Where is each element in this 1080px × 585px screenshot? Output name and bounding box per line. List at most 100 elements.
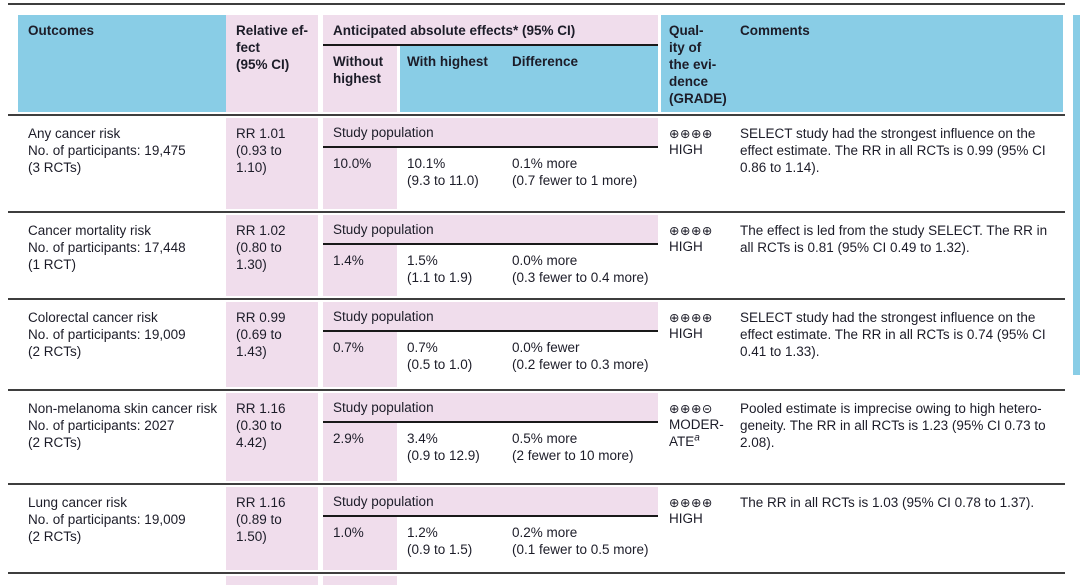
without-highest-value: 1.0% xyxy=(323,517,397,570)
header-quality-grade: Qual- ity of the evi- dence (GRADE) xyxy=(661,15,733,112)
grade-quality-cell: ⊕⊕⊕⊕ HIGH xyxy=(661,215,733,296)
without-highest-value: 0.7% xyxy=(323,332,397,387)
relative-effect-cell: RR 1.16 (0.89 to 1.50) xyxy=(226,487,318,570)
outcome-cell: Lung cancer risk No. of participants: 19… xyxy=(28,495,186,544)
relative-effect-cell: RR 1.02 (0.80 to 1.30) xyxy=(226,215,318,296)
table-header-row: Outcomes Relative ef- fect (95% CI) Anti… xyxy=(18,15,1063,112)
header-absolute-effects: Anticipated absolute effects* (95% CI) xyxy=(323,15,658,44)
study-population-label: Study population xyxy=(323,487,658,515)
grade-label: HIGH xyxy=(669,238,731,255)
with-highest-value: 3.4% (0.9 to 12.9) xyxy=(407,431,480,463)
study-population-divider xyxy=(323,146,658,148)
with-highest-value: 1.2% (0.9 to 1.5) xyxy=(407,525,473,557)
absolute-effects-values: 1.0% 1.2% (0.9 to 1.5) 0.2% more (0.1 fe… xyxy=(323,517,658,570)
absolute-effects-values: 1.4% 1.5% (1.1 to 1.9) 0.0% more (0.3 fe… xyxy=(323,245,658,296)
header-with-highest: With highest xyxy=(400,46,505,112)
row-divider xyxy=(8,483,1065,485)
absolute-effects-values: 0.7% 0.7% (0.5 to 1.0) 0.0% fewer (0.2 f… xyxy=(323,332,658,387)
table-row: Any cancer risk No. of participants: 19,… xyxy=(18,118,1063,209)
comment-cell: SELECT study had the strongest influence… xyxy=(740,310,1046,359)
header-comments: Comments xyxy=(733,15,1063,112)
difference-value: 0.1% more (0.7 fewer to 1 more) xyxy=(512,156,638,188)
grade-symbols: ⊕⊕⊕⊕ xyxy=(669,495,713,510)
outcome-cell: Non-melanoma skin cancer risk No. of par… xyxy=(28,401,218,450)
header-absolute-effects-group: Anticipated absolute effects* (95% CI) W… xyxy=(323,15,658,112)
table-body: Any cancer risk No. of participants: 19,… xyxy=(8,118,1065,574)
comment-cell: The RR in all RCTs is 1.03 (95% CI 0.78 … xyxy=(740,495,1035,510)
table-top-border xyxy=(8,3,1065,5)
grade-quality-cell: ⊕⊕⊕⊕ HIGH xyxy=(661,302,733,387)
row-divider xyxy=(8,389,1065,391)
grade-summary-of-findings-table: Outcomes Relative ef- fect (95% CI) Anti… xyxy=(8,15,1065,585)
grade-label: HIGH xyxy=(669,141,731,158)
outcome-cell: Cancer mortality risk No. of participant… xyxy=(28,223,186,272)
cropped-relative-effect-cell xyxy=(226,576,318,585)
grade-symbols: ⊕⊕⊕⊝ xyxy=(669,401,713,416)
table-row: Non-melanoma skin cancer risk No. of par… xyxy=(18,393,1063,481)
cropped-comment-cell xyxy=(733,576,1063,585)
study-population-label: Study population xyxy=(323,302,658,330)
without-highest-value: 2.9% xyxy=(323,423,397,481)
header-sub-divider xyxy=(323,44,658,46)
adjacent-column-edge xyxy=(1073,15,1080,375)
grade-quality-cell: ⊕⊕⊕⊕ HIGH xyxy=(661,487,733,570)
absolute-effects-cell: Study population 1.4% 1.5% (1.1 to 1.9) … xyxy=(323,215,658,296)
difference-value: 0.2% more (0.1 fewer to 0.5 more) xyxy=(512,525,649,557)
grade-footnote-superscript: a xyxy=(694,432,700,444)
comment-cell: The effect is led from the study SELECT.… xyxy=(740,223,1048,255)
with-highest-value: 10.1% (9.3 to 11.0) xyxy=(407,156,479,188)
table-row: Lung cancer risk No. of participants: 19… xyxy=(18,487,1063,570)
absolute-effects-cell: Study population 10.0% 10.1% (9.3 to 11.… xyxy=(323,118,658,209)
absolute-effects-cell: Study population 1.0% 1.2% (0.9 to 1.5) … xyxy=(323,487,658,570)
header-absolute-subcolumns: Without highest With highest Difference xyxy=(323,46,658,112)
grade-label: HIGH xyxy=(669,510,731,527)
absolute-effects-cell: Study population 0.7% 0.7% (0.5 to 1.0) … xyxy=(323,302,658,387)
grade-label-text: HIGH xyxy=(669,326,703,341)
relative-effect-cell: RR 0.99 (0.69 to 1.43) xyxy=(226,302,318,387)
table-row: Cancer mortality risk No. of participant… xyxy=(18,215,1063,296)
grade-label-text: MODER- ATE xyxy=(669,417,724,449)
cropped-quality-cell xyxy=(661,576,733,585)
study-population-divider xyxy=(323,243,658,245)
difference-value: 0.5% more (2 fewer to 10 more) xyxy=(512,431,634,463)
cropped-outcome-cell xyxy=(18,576,226,585)
header-difference: Difference xyxy=(505,46,658,112)
absolute-effects-values: 2.9% 3.4% (0.9 to 12.9) 0.5% more (2 few… xyxy=(323,423,658,481)
cropped-absolute-effects-cell xyxy=(323,576,658,585)
comment-cell: SELECT study had the strongest influence… xyxy=(740,126,1046,175)
row-divider xyxy=(8,298,1065,300)
outcome-cell: Any cancer risk No. of participants: 19,… xyxy=(28,126,186,175)
study-population-divider xyxy=(323,515,658,517)
study-population-label: Study population xyxy=(323,118,658,146)
cropped-next-row xyxy=(18,576,1063,585)
header-outcomes: Outcomes xyxy=(18,15,226,112)
grade-quality-cell: ⊕⊕⊕⊕ HIGH xyxy=(661,118,733,209)
study-population-label: Study population xyxy=(323,215,658,243)
without-highest-value: 1.4% xyxy=(323,245,397,296)
absolute-effects-values: 10.0% 10.1% (9.3 to 11.0) 0.1% more (0.7… xyxy=(323,148,658,209)
relative-effect-cell: RR 1.16 (0.30 to 4.42) xyxy=(226,393,318,481)
difference-value: 0.0% fewer (0.2 fewer to 0.3 more) xyxy=(512,340,649,372)
grade-label-text: HIGH xyxy=(669,511,703,526)
cropped-without-highest-cell xyxy=(323,576,397,585)
grade-label-text: HIGH xyxy=(669,239,703,254)
row-divider xyxy=(8,572,1065,574)
with-highest-value: 0.7% (0.5 to 1.0) xyxy=(407,340,473,372)
study-population-label: Study population xyxy=(323,393,658,421)
header-without-highest: Without highest xyxy=(323,46,397,112)
grade-label-text: HIGH xyxy=(669,142,703,157)
with-highest-value: 1.5% (1.1 to 1.9) xyxy=(407,253,473,285)
study-population-divider xyxy=(323,421,658,423)
comment-cell: Pooled estimate is imprecise owing to hi… xyxy=(740,401,1046,450)
grade-quality-cell: ⊕⊕⊕⊝ MODER- ATEa xyxy=(661,393,733,481)
grade-label: MODER- ATEa xyxy=(669,416,731,450)
grade-label: HIGH xyxy=(669,325,731,342)
study-population-divider xyxy=(323,330,658,332)
absolute-effects-cell: Study population 2.9% 3.4% (0.9 to 12.9)… xyxy=(323,393,658,481)
row-divider xyxy=(8,114,1065,116)
outcome-cell: Colorectal cancer risk No. of participan… xyxy=(28,310,186,359)
relative-effect-cell: RR 1.01 (0.93 to 1.10) xyxy=(226,118,318,209)
table-row: Colorectal cancer risk No. of participan… xyxy=(18,302,1063,387)
row-divider xyxy=(8,211,1065,213)
